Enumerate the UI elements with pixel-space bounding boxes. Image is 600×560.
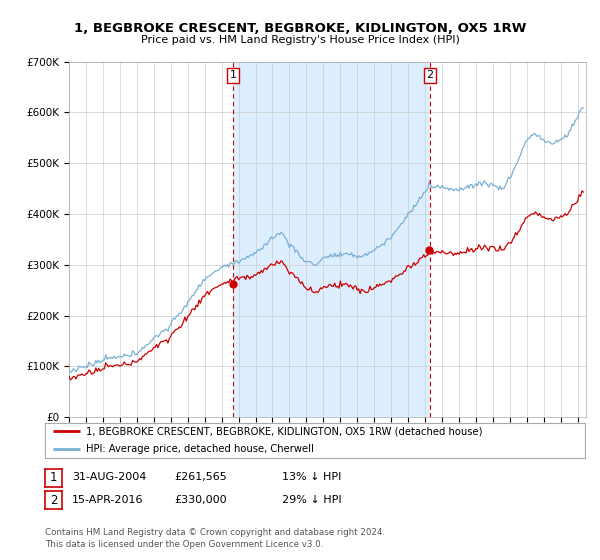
Bar — [233, 62, 430, 417]
Text: Contains HM Land Registry data © Crown copyright and database right 2024.: Contains HM Land Registry data © Crown c… — [45, 528, 385, 536]
Text: This data is licensed under the Open Government Licence v3.0.: This data is licensed under the Open Gov… — [45, 540, 323, 549]
Text: £261,565: £261,565 — [174, 472, 227, 482]
Text: 1, BEGBROKE CRESCENT, BEGBROKE, KIDLINGTON, OX5 1RW: 1, BEGBROKE CRESCENT, BEGBROKE, KIDLINGT… — [74, 22, 526, 35]
Text: 31-AUG-2004: 31-AUG-2004 — [72, 472, 146, 482]
Text: 1: 1 — [50, 471, 57, 484]
Text: Price paid vs. HM Land Registry's House Price Index (HPI): Price paid vs. HM Land Registry's House … — [140, 35, 460, 45]
Text: 13% ↓ HPI: 13% ↓ HPI — [282, 472, 341, 482]
Text: 2: 2 — [50, 493, 57, 507]
Text: 29% ↓ HPI: 29% ↓ HPI — [282, 494, 341, 505]
Text: 1, BEGBROKE CRESCENT, BEGBROKE, KIDLINGTON, OX5 1RW (detached house): 1, BEGBROKE CRESCENT, BEGBROKE, KIDLINGT… — [86, 426, 482, 436]
Text: HPI: Average price, detached house, Cherwell: HPI: Average price, detached house, Cher… — [86, 444, 313, 454]
Text: 2: 2 — [427, 71, 434, 81]
Text: 1: 1 — [229, 71, 236, 81]
Text: 15-APR-2016: 15-APR-2016 — [72, 494, 143, 505]
Text: £330,000: £330,000 — [174, 494, 227, 505]
